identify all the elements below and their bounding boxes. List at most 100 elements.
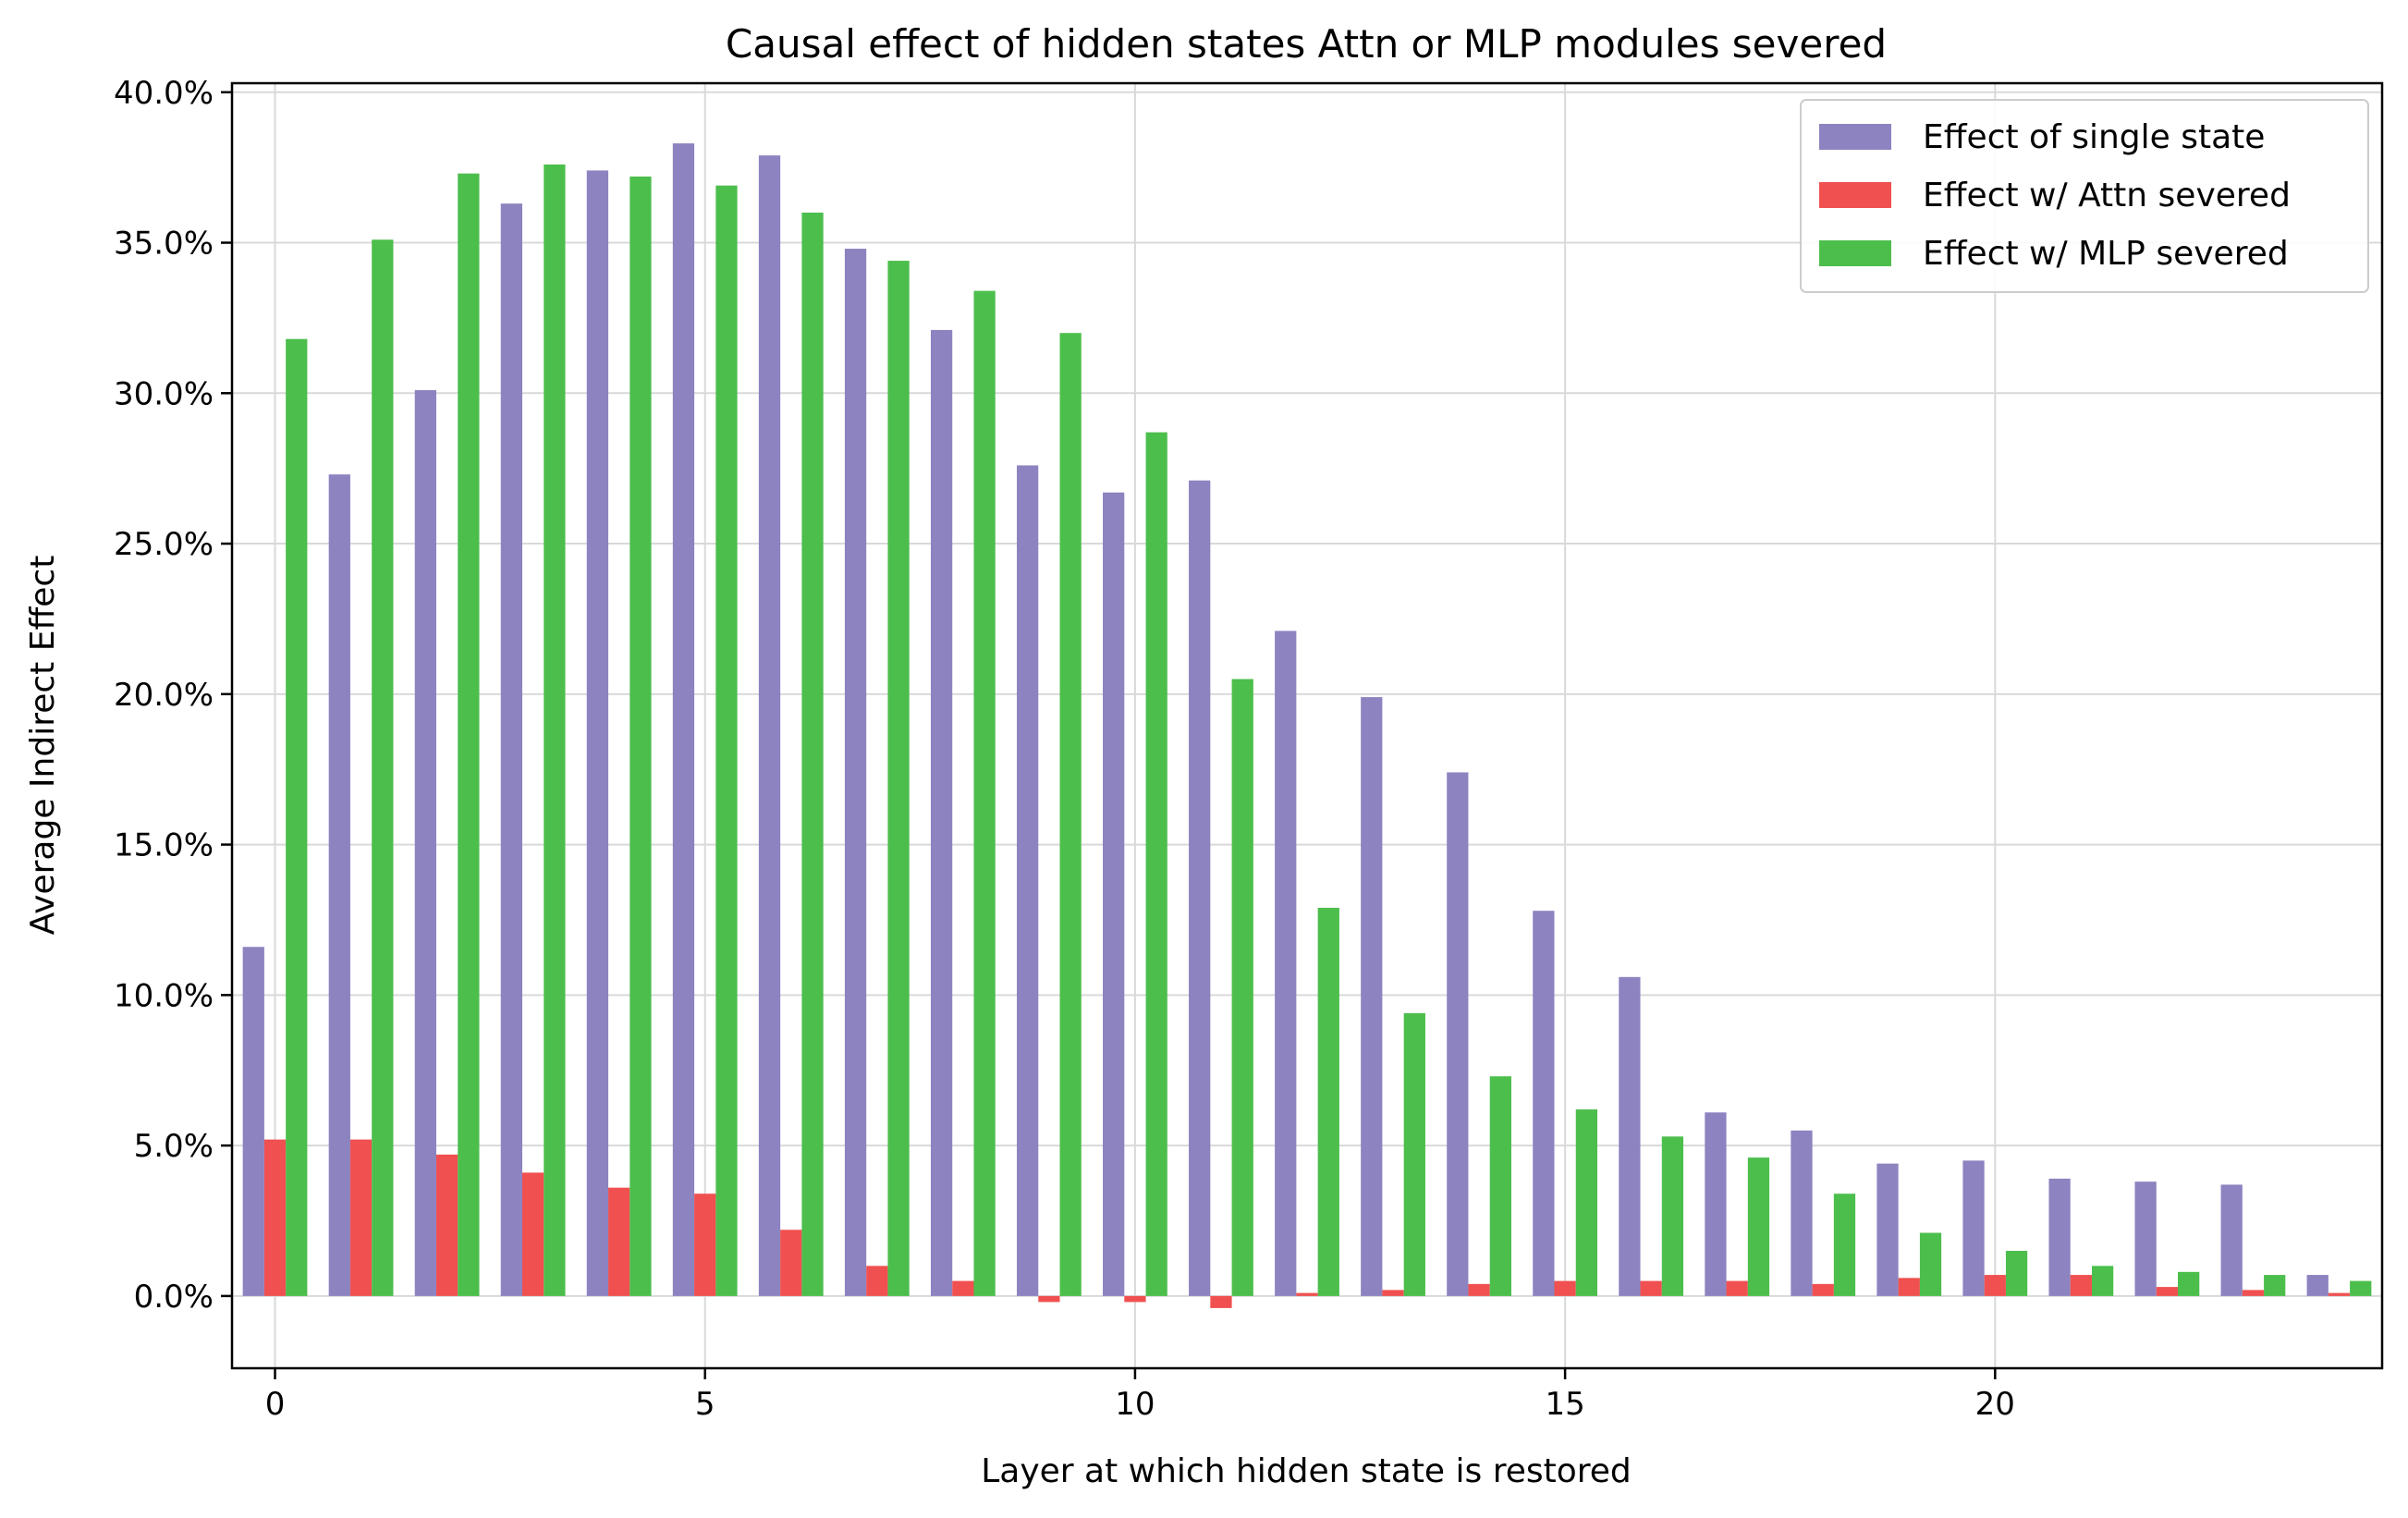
x-tick-label: 0	[265, 1386, 286, 1423]
bar-series-3	[2091, 1266, 2114, 1296]
y-tick-label: 15.0%	[114, 827, 214, 864]
bar-series-2	[349, 1139, 373, 1296]
bar-series-1	[1189, 480, 1211, 1296]
bar-series-2	[435, 1154, 458, 1296]
bar-series-3	[973, 290, 996, 1296]
bar-series-2	[1898, 1278, 1920, 1296]
bar-series-1	[328, 474, 350, 1296]
bar-series-1	[844, 249, 867, 1296]
bar-series-2	[522, 1172, 544, 1296]
bar-series-3	[458, 173, 480, 1296]
bar-series-2	[1468, 1283, 1490, 1296]
bar-series-2	[1296, 1292, 1318, 1296]
bar-series-1	[758, 155, 781, 1296]
legend: Effect of single state Effect w/ Attn sev…	[1800, 99, 2369, 293]
bar-series-1	[1103, 492, 1125, 1296]
bar-series-2	[2070, 1275, 2092, 1296]
bar-series-2	[1640, 1280, 1662, 1296]
bar-series-1	[1447, 772, 1469, 1296]
bar-series-2	[1554, 1280, 1576, 1296]
bar-series-1	[1705, 1112, 1727, 1296]
bar-series-2	[866, 1266, 888, 1296]
bar-series-1	[414, 390, 436, 1296]
bar-series-2	[1382, 1290, 1404, 1296]
bar-series-1	[586, 170, 609, 1296]
x-tick-label: 5	[695, 1386, 715, 1423]
y-tick-label: 30.0%	[114, 375, 214, 412]
bar-series-2	[1812, 1283, 1834, 1296]
bar-series-1	[2134, 1181, 2157, 1296]
bar-series-3	[801, 212, 824, 1296]
bar-series-1	[930, 329, 953, 1296]
bar-series-1	[2220, 1184, 2243, 1296]
bar-series-1	[2048, 1178, 2071, 1296]
bar-series-1	[1876, 1163, 1899, 1296]
bar-series-3	[2264, 1275, 2286, 1296]
y-tick-label: 35.0%	[114, 226, 214, 263]
bar-series-3	[887, 261, 910, 1296]
bar-series-1	[1361, 697, 1383, 1296]
bar-series-3	[1489, 1076, 1511, 1296]
bar-series-1	[2306, 1275, 2329, 1296]
bar-series-1	[1791, 1130, 1813, 1296]
bar-series-3	[2005, 1251, 2028, 1296]
bar-series-3	[2350, 1280, 2372, 1296]
bar-series-3	[2178, 1271, 2200, 1296]
bar-series-3	[1833, 1194, 1856, 1296]
bar-series-3	[1317, 907, 1339, 1296]
x-tick-label: 20	[1975, 1386, 2015, 1423]
bar-series-3	[1145, 432, 1167, 1296]
x-axis-label: Layer at which hidden state is restored	[981, 1452, 1632, 1490]
bar-series-2	[1124, 1295, 1146, 1303]
plot-frame	[230, 81, 2384, 1370]
bar-series-3	[1747, 1157, 1770, 1296]
x-tick-label: 10	[1115, 1386, 1155, 1423]
bar-series-1	[242, 947, 264, 1296]
y-tick-label: 10.0%	[114, 977, 214, 1014]
bar-series-3	[630, 176, 652, 1296]
bar-series-1	[1962, 1160, 1985, 1296]
bar-series-2	[952, 1280, 974, 1296]
y-axis-label: Average Indirect Effect	[24, 556, 62, 936]
y-tick-label: 5.0%	[134, 1128, 214, 1165]
bar-series-2	[780, 1230, 802, 1296]
bar-series-3	[1575, 1109, 1598, 1296]
chart-title: Causal effect of hidden states Attn or M…	[726, 21, 1887, 67]
bar-series-3	[1403, 1012, 1425, 1296]
bar-series-1	[500, 203, 523, 1296]
bar-series-2	[2328, 1292, 2351, 1296]
bar-series-3	[715, 185, 738, 1296]
y-tick-label: 20.0%	[114, 677, 214, 714]
legend-frame	[1800, 99, 2369, 293]
legend-swatch	[1819, 124, 1891, 150]
bar-series-3	[1231, 679, 1253, 1296]
bar-series-3	[1059, 333, 1082, 1296]
bar-series-2	[2156, 1287, 2179, 1296]
bars	[242, 143, 2372, 1308]
bar-series-3	[1919, 1232, 1942, 1296]
bar-series-2	[1984, 1275, 2006, 1296]
bar-series-2	[1038, 1295, 1060, 1303]
bar-series-1	[1016, 465, 1039, 1296]
bar-series-1	[672, 143, 695, 1296]
x-axis-ticks: 0 5 10 15 20	[265, 1368, 2015, 1423]
bar-series-2	[608, 1187, 630, 1296]
bar-series-3	[544, 164, 566, 1296]
y-axis-ticks: 0.0% 5.0% 10.0% 15.0% 20.0% 25.0% 30.0% 35.0% 40…	[114, 75, 232, 1316]
bar-series-2	[263, 1139, 287, 1296]
bar-series-1	[1275, 630, 1297, 1296]
bar-series-1	[1533, 911, 1555, 1296]
legend-label: Effect w/ MLP severed	[1923, 235, 2289, 273]
legend-swatch	[1819, 240, 1891, 266]
y-tick-label: 40.0%	[114, 75, 214, 112]
bar-series-2	[1210, 1295, 1232, 1308]
y-tick-label: 25.0%	[114, 526, 214, 563]
legend-label: Effect w/ Attn severed	[1923, 177, 2291, 214]
bar-series-3	[286, 338, 308, 1296]
bar-series-2	[694, 1194, 716, 1296]
bar-series-2	[1726, 1280, 1748, 1296]
y-tick-label: 0.0%	[134, 1279, 214, 1316]
bar-series-3	[372, 239, 394, 1296]
